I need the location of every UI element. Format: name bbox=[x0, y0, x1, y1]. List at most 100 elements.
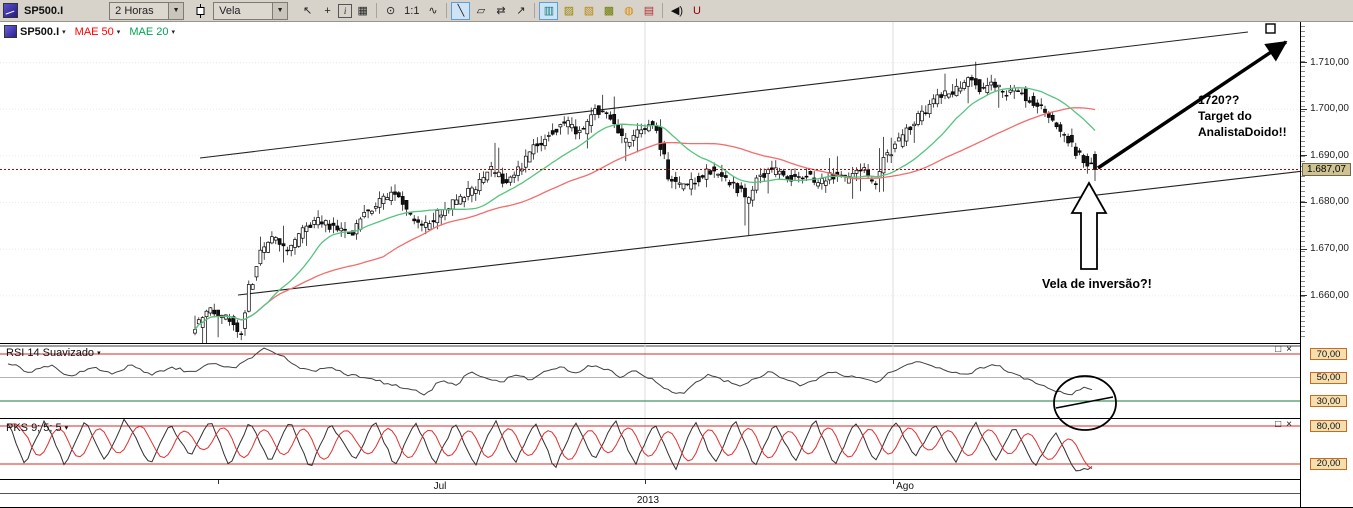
grid-tool[interactable]: ▦ bbox=[357, 5, 368, 17]
target-line-2: Target do bbox=[1198, 109, 1252, 123]
timeframe-value: 2 Horas bbox=[115, 4, 154, 17]
time-tick bbox=[893, 480, 894, 484]
main-chart-panel[interactable]: SP500.I ▾ MAE 50 ▾ MAE 20 ▾ 1720?? Targe… bbox=[0, 22, 1300, 343]
pks-canvas[interactable] bbox=[0, 419, 1300, 479]
wave-tool[interactable]: ∿ bbox=[428, 5, 438, 17]
year-label: 2013 bbox=[636, 495, 660, 506]
eraser-tool[interactable]: ▱ bbox=[476, 5, 486, 17]
time-tick bbox=[645, 480, 646, 484]
price-tick bbox=[1301, 201, 1307, 203]
indicator-volume-tool[interactable]: ▨ bbox=[563, 5, 575, 17]
rsi-panel-buttons: □ × bbox=[1275, 345, 1292, 355]
cursor-tool[interactable]: ↖ bbox=[303, 5, 313, 17]
chart-legend: SP500.I ▾ MAE 50 ▾ MAE 20 ▾ bbox=[4, 25, 181, 38]
price-axis[interactable]: 1.687,07 1.710,00 1.700,00 1.690,00 1.680,0… bbox=[1300, 22, 1353, 507]
chart-type-select[interactable]: Vela ▼ bbox=[213, 1, 289, 20]
pks-level-badge: 80,00 bbox=[1310, 420, 1347, 432]
price-tick bbox=[1301, 108, 1307, 110]
target-line-1: 1720?? bbox=[1198, 93, 1240, 107]
close-panel-icon[interactable]: × bbox=[1286, 344, 1292, 355]
rsi-level-badge: 50,00 bbox=[1310, 371, 1347, 384]
price-label: 1.670,00 bbox=[1310, 243, 1349, 255]
main-chart-canvas[interactable] bbox=[0, 22, 1300, 343]
chevron-down-icon[interactable]: ▼ bbox=[168, 2, 184, 19]
candle-icon bbox=[196, 3, 205, 18]
symbol-icon bbox=[4, 25, 17, 38]
month-label: Jul bbox=[433, 481, 447, 492]
price-tick bbox=[1301, 248, 1307, 250]
last-price-badge: 1.687,07 bbox=[1302, 162, 1351, 176]
chart-panels: SP500.I ▾ MAE 50 ▾ MAE 20 ▾ 1720?? Targe… bbox=[0, 22, 1300, 507]
toolbar-separator bbox=[446, 3, 448, 18]
reversal-block-arrow[interactable] bbox=[1070, 181, 1108, 270]
chevron-down-icon[interactable]: ▼ bbox=[272, 2, 288, 19]
pks-panel[interactable]: PKS 9; 5; 5 ▾ □ × bbox=[0, 418, 1300, 479]
maximize-panel-icon[interactable]: □ bbox=[1275, 419, 1282, 430]
toolbar-separator bbox=[376, 3, 378, 18]
reversal-annotation-text[interactable]: Vela de inversão?! bbox=[1042, 277, 1152, 291]
time-axis[interactable]: Jul Ago bbox=[0, 479, 1300, 493]
legend-symbol[interactable]: SP500.I bbox=[20, 25, 60, 38]
annotation-handle[interactable] bbox=[1265, 23, 1276, 34]
target-annotation-text[interactable]: 1720?? Target do AnalistaDoido!! bbox=[1198, 92, 1300, 140]
sound-alert-tool[interactable]: ◀) bbox=[670, 5, 683, 17]
chevron-down-icon[interactable]: ▾ bbox=[64, 425, 69, 432]
chevron-down-icon[interactable]: ▾ bbox=[171, 28, 175, 36]
indicator-signals-tool[interactable]: ▩ bbox=[603, 5, 615, 17]
legend-mae50[interactable]: MAE 50 bbox=[74, 25, 114, 38]
underline-tool[interactable]: U bbox=[692, 4, 701, 17]
pks-label-text: PKS 9; 5; 5 bbox=[6, 422, 62, 434]
target-arrow[interactable] bbox=[1097, 40, 1288, 170]
trendline-tool[interactable]: ╲ bbox=[451, 1, 471, 20]
target-line-3: AnalistaDoido!! bbox=[1198, 125, 1287, 139]
rsi-level-badge: 70,00 bbox=[1310, 348, 1347, 360]
price-tick bbox=[1301, 62, 1307, 64]
legend-mae20[interactable]: MAE 20 bbox=[129, 25, 169, 38]
rsi-circle-annotation[interactable] bbox=[1053, 375, 1117, 431]
rsi-label[interactable]: RSI 14 Suavizado ▾ bbox=[6, 347, 101, 359]
zoom-tool[interactable]: ⊙ bbox=[386, 5, 396, 17]
compare-tool[interactable]: ⇄ bbox=[496, 5, 506, 17]
chart-workspace: SP500.I ▾ MAE 50 ▾ MAE 20 ▾ 1720?? Targe… bbox=[0, 22, 1353, 507]
chart-type-value: Vela bbox=[219, 4, 241, 17]
expand-tool[interactable]: ↗ bbox=[516, 5, 526, 17]
price-label: 1.700,00 bbox=[1310, 103, 1349, 115]
scale-1to1-tool[interactable]: 1:1 bbox=[404, 4, 420, 17]
mae50-line bbox=[194, 107, 1096, 330]
chevron-down-icon[interactable]: ▾ bbox=[97, 350, 101, 357]
toolbar-separator bbox=[662, 3, 664, 18]
news-tool[interactable]: ▤ bbox=[643, 5, 655, 17]
pks-panel-buttons: □ × bbox=[1275, 420, 1292, 430]
rsi-level-badge: 30,00 bbox=[1310, 395, 1347, 407]
time-tick bbox=[218, 480, 219, 484]
rsi-trendline-annotation[interactable] bbox=[1055, 396, 1114, 409]
main-toolbar: SP500.I 2 Horas ▼ Vela ▼ ↖ + i ▦ ⊙ 1:1 ∿ ╲ ▱ ⇄ ↗ ▥ ▨… bbox=[0, 0, 1353, 22]
mae20-line bbox=[194, 87, 1096, 330]
pks-label[interactable]: PKS 9; 5; 5 ▾ bbox=[6, 422, 68, 434]
price-label: 1.690,00 bbox=[1310, 149, 1349, 161]
chevron-down-icon[interactable]: ▾ bbox=[116, 28, 121, 36]
rsi-canvas[interactable] bbox=[0, 344, 1300, 431]
toolbar-separator bbox=[534, 3, 536, 18]
price-label: 1.710,00 bbox=[1310, 56, 1349, 68]
crosshair-tool[interactable]: + bbox=[324, 4, 331, 17]
year-axis: 2013 bbox=[0, 493, 1300, 507]
price-tick bbox=[1301, 155, 1307, 157]
price-label: 1.660,00 bbox=[1310, 289, 1349, 301]
indicator-candles-tool[interactable]: ▥ bbox=[539, 1, 559, 20]
app-icon bbox=[3, 3, 18, 18]
alert-tool[interactable]: ◍ bbox=[624, 5, 634, 17]
chevron-down-icon[interactable]: ▾ bbox=[62, 28, 66, 36]
trend-channel-lower[interactable] bbox=[237, 170, 1300, 296]
rsi-line bbox=[7, 347, 1093, 396]
maximize-panel-icon[interactable]: □ bbox=[1275, 344, 1282, 355]
rsi-panel[interactable]: RSI 14 Suavizado ▾ □ × bbox=[0, 343, 1300, 431]
toolbar-symbol-label: SP500.I bbox=[24, 4, 64, 17]
info-tool[interactable]: i bbox=[338, 3, 353, 18]
trend-channel-upper[interactable] bbox=[199, 31, 1249, 159]
indicator-patterns-tool[interactable]: ▧ bbox=[583, 5, 595, 17]
pks-level-badge: 20,00 bbox=[1310, 457, 1347, 470]
close-panel-icon[interactable]: × bbox=[1286, 419, 1292, 430]
timeframe-select[interactable]: 2 Horas ▼ bbox=[109, 1, 185, 20]
